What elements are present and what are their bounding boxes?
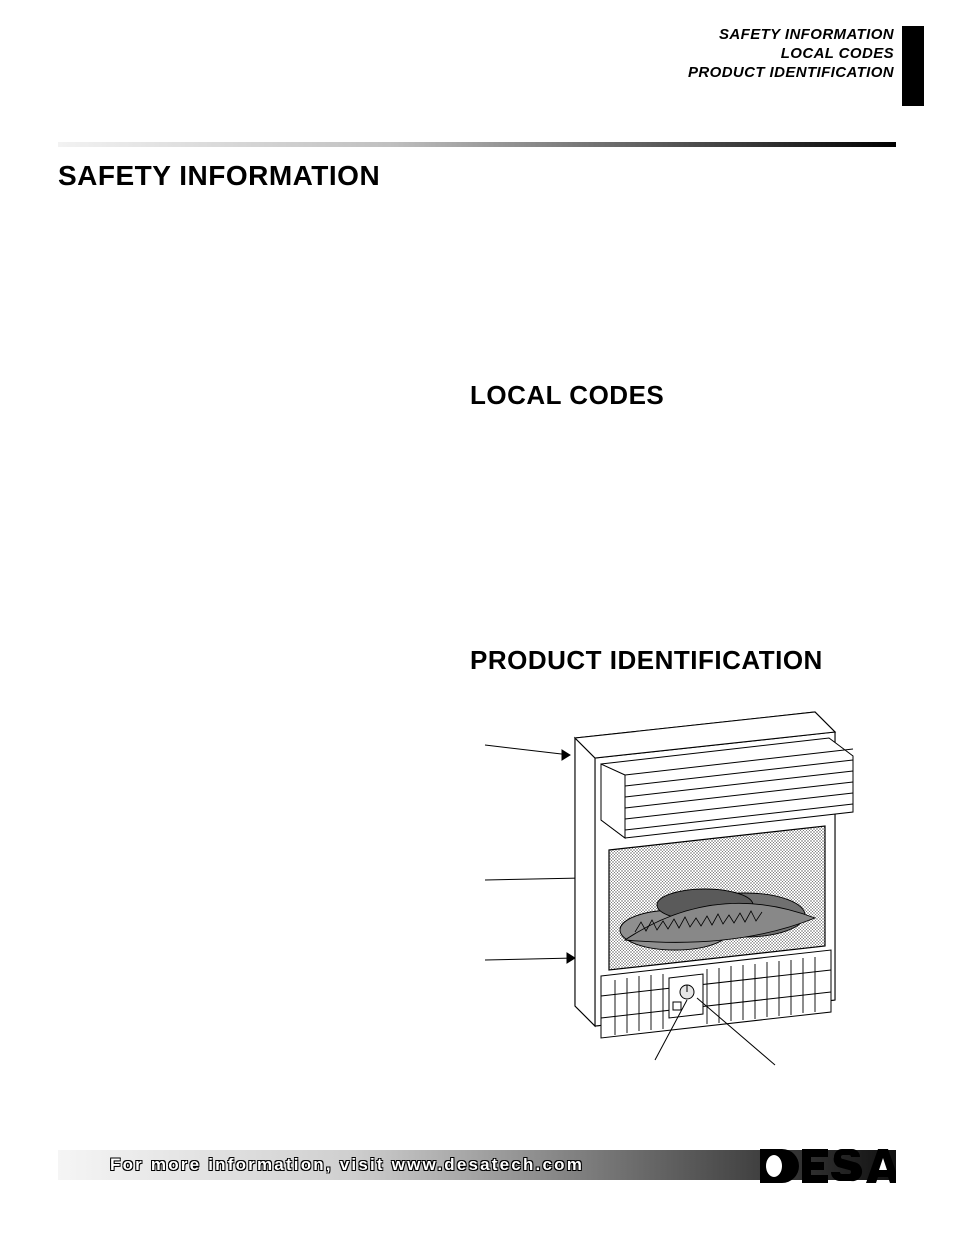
horizontal-rule-gradient	[58, 142, 896, 147]
page-edge-tab	[902, 26, 924, 106]
header-line: SAFETY INFORMATION	[688, 26, 894, 45]
heading-local-codes: LOCAL CODES	[470, 380, 664, 411]
header-line: LOCAL CODES	[688, 45, 894, 64]
callout-arrow	[485, 745, 570, 760]
heading-safety-information: SAFETY INFORMATION	[58, 160, 380, 192]
heading-product-identification: PRODUCT IDENTIFICATION	[470, 645, 823, 676]
control-panel	[669, 974, 703, 1018]
product-diagram	[475, 700, 895, 1070]
callout-arrow	[485, 873, 583, 883]
footer-text: For more information, visit www.desatech…	[110, 1155, 584, 1175]
callout-arrow	[485, 953, 575, 963]
header-section-tags: SAFETY INFORMATION LOCAL CODES PRODUCT I…	[688, 26, 894, 82]
desa-logo	[758, 1145, 896, 1187]
header-line: PRODUCT IDENTIFICATION	[688, 64, 894, 83]
